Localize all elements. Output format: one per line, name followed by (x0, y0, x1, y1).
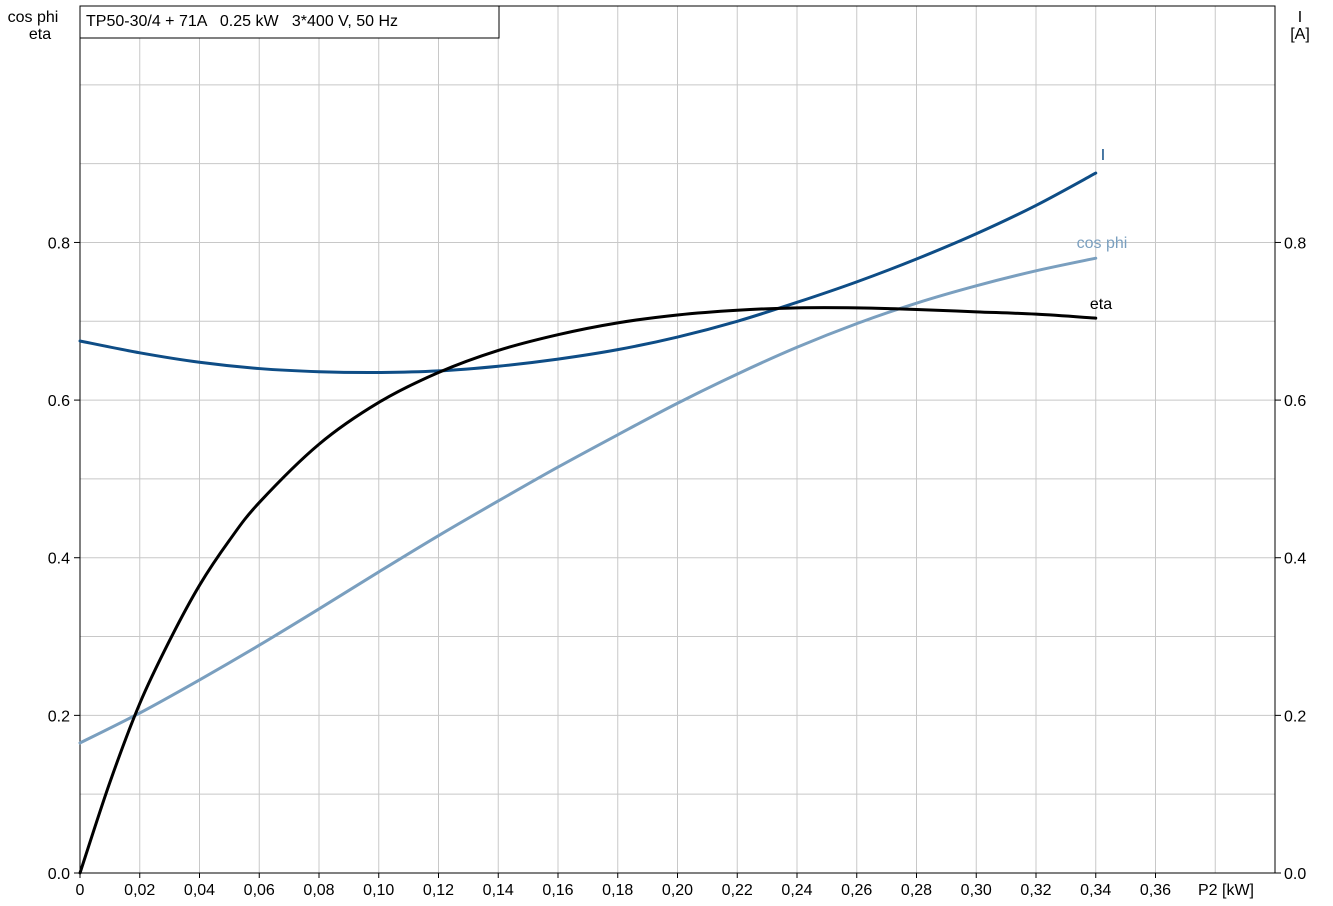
y-left-tick-label: 0.2 (48, 708, 70, 725)
x-tick-label: 0,10 (363, 882, 394, 899)
y-right-tick-label: 0.6 (1284, 393, 1306, 410)
series-label-i: I (1101, 147, 1105, 164)
series-labels: I cos phi eta (1077, 147, 1128, 313)
x-tick-label: 0 (76, 882, 85, 899)
x-tick-label: 0,04 (184, 882, 215, 899)
grid (80, 6, 1275, 873)
x-tick-label: 0,34 (1080, 882, 1111, 899)
y-right-label-i: I (1298, 9, 1302, 26)
x-tick-label: 0,22 (722, 882, 753, 899)
x-tick-label: 0,18 (602, 882, 633, 899)
y-left-tick-label: 0.0 (48, 866, 70, 883)
chart-title: TP50-30/4 + 71A 0.25 kW 3*400 V, 50 Hz (86, 13, 398, 30)
x-tick-label: 0,14 (483, 882, 514, 899)
x-tick-label: 0,08 (303, 882, 334, 899)
y-left-tick-label: 0.6 (48, 393, 70, 410)
series-group (78, 171, 1098, 875)
x-tick-label: 0,26 (841, 882, 872, 899)
x-unit-label: P2 [kW] (1198, 882, 1254, 899)
x-tick-label: 0,28 (901, 882, 932, 899)
title-box (79, 5, 500, 39)
y-left-tick-label: 0.4 (48, 551, 70, 568)
y-right-tick-label: 0.4 (1284, 551, 1306, 568)
tick-group: 0 0,02 0,04 0,06 0,08 0,10 0,12 0,14 0,16 0,18 0,2… (48, 235, 1307, 899)
series-line-cos-phi (78, 256, 1098, 745)
y-right-tick-label: 0.0 (1284, 866, 1306, 883)
x-tick-label: 0,02 (124, 882, 155, 899)
y-right-label-unit: [A] (1290, 26, 1310, 43)
y-right-tick-label: 0.2 (1284, 708, 1306, 725)
series-line-i (78, 171, 1098, 375)
x-tick-label: 0,24 (781, 882, 812, 899)
x-tick-label: 0,32 (1020, 882, 1051, 899)
x-tick-label: 0,06 (244, 882, 275, 899)
series-line-eta (78, 306, 1098, 875)
series-label-eta: eta (1090, 296, 1112, 313)
x-tick-label: 0,20 (662, 882, 693, 899)
x-tick-label: 0,36 (1140, 882, 1171, 899)
series-label-cos-phi: cos phi (1077, 235, 1128, 252)
x-tick-label: 0,12 (423, 882, 454, 899)
y-right-tick-label: 0.8 (1284, 235, 1306, 252)
x-tick-label: 0,16 (542, 882, 573, 899)
x-tick-label: 0,30 (961, 882, 992, 899)
y-left-tick-label: 0.8 (48, 235, 70, 252)
y-left-label-cos-phi: cos phi (8, 9, 59, 26)
y-left-label-eta: eta (29, 26, 51, 43)
